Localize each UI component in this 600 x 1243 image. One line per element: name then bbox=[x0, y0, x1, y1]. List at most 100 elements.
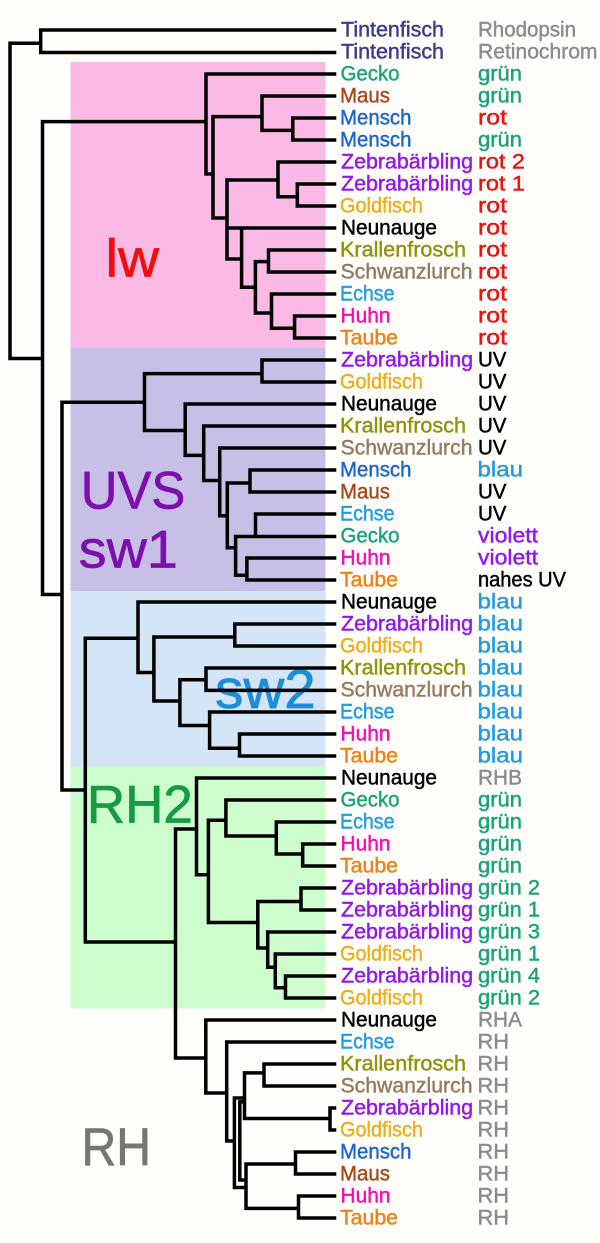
svg-text:sw1: sw1 bbox=[79, 521, 178, 580]
svg-text:Tintenfisch: Tintenfisch bbox=[341, 18, 444, 42]
svg-text:lw: lw bbox=[106, 230, 160, 289]
svg-text:Gecko: Gecko bbox=[341, 788, 400, 812]
svg-text:Neunauge: Neunauge bbox=[341, 590, 437, 614]
svg-text:blau: blau bbox=[478, 590, 524, 614]
svg-text:Krallenfrosch: Krallenfrosch bbox=[340, 1052, 466, 1076]
svg-text:RH: RH bbox=[478, 1096, 510, 1120]
svg-text:Goldfisch: Goldfisch bbox=[340, 194, 423, 218]
svg-text:RH: RH bbox=[82, 1118, 152, 1177]
svg-text:UV: UV bbox=[478, 370, 507, 394]
svg-text:rot: rot bbox=[478, 260, 507, 284]
svg-text:Taube: Taube bbox=[340, 744, 398, 768]
svg-text:Gecko: Gecko bbox=[341, 62, 400, 86]
svg-text:UV: UV bbox=[478, 392, 507, 416]
svg-text:UV: UV bbox=[478, 502, 507, 526]
svg-text:Huhn: Huhn bbox=[341, 722, 391, 746]
svg-text:grün 2: grün 2 bbox=[478, 876, 540, 900]
svg-text:rot: rot bbox=[478, 238, 507, 262]
svg-text:Echse: Echse bbox=[340, 282, 395, 306]
svg-text:grün: grün bbox=[478, 128, 522, 152]
svg-text:RHB: RHB bbox=[478, 766, 522, 790]
svg-text:Huhn: Huhn bbox=[341, 546, 391, 570]
svg-text:grün: grün bbox=[478, 854, 522, 878]
svg-text:blau: blau bbox=[478, 458, 524, 482]
svg-text:Krallenfrosch: Krallenfrosch bbox=[340, 238, 466, 262]
svg-text:Zebrabärbling: Zebrabärbling bbox=[341, 612, 473, 636]
svg-text:Zebrabärbling: Zebrabärbling bbox=[341, 920, 473, 944]
svg-text:Schwanzlurch: Schwanzlurch bbox=[341, 260, 473, 284]
svg-text:Taube: Taube bbox=[340, 568, 398, 592]
svg-text:UV: UV bbox=[478, 348, 507, 372]
svg-text:Mensch: Mensch bbox=[340, 1140, 412, 1164]
svg-text:Goldfisch: Goldfisch bbox=[340, 942, 423, 966]
svg-text:Neunauge: Neunauge bbox=[341, 216, 437, 240]
svg-text:Zebrabärbling: Zebrabärbling bbox=[341, 150, 473, 174]
svg-text:Zebrabärbling: Zebrabärbling bbox=[341, 898, 473, 922]
svg-text:rot 1: rot 1 bbox=[478, 172, 525, 196]
svg-text:blau: blau bbox=[478, 700, 524, 724]
svg-text:blau: blau bbox=[478, 656, 524, 680]
svg-text:Krallenfrosch: Krallenfrosch bbox=[340, 656, 466, 680]
svg-text:UVS: UVS bbox=[81, 462, 186, 521]
svg-text:RH: RH bbox=[478, 1184, 510, 1208]
svg-text:Taube: Taube bbox=[340, 326, 398, 350]
svg-text:Huhn: Huhn bbox=[341, 304, 391, 328]
svg-text:rot: rot bbox=[478, 282, 507, 306]
svg-text:Mensch: Mensch bbox=[340, 458, 412, 482]
svg-text:blau: blau bbox=[478, 744, 524, 768]
svg-text:blau: blau bbox=[478, 678, 524, 702]
svg-text:RH2: RH2 bbox=[87, 776, 193, 835]
svg-text:Taube: Taube bbox=[340, 854, 398, 878]
svg-text:Tintenfisch: Tintenfisch bbox=[341, 40, 444, 64]
svg-text:grün 1: grün 1 bbox=[478, 898, 540, 922]
svg-text:rot 2: rot 2 bbox=[478, 150, 525, 174]
svg-text:grün: grün bbox=[478, 832, 522, 856]
svg-text:Mensch: Mensch bbox=[340, 128, 412, 152]
svg-text:Zebrabärbling: Zebrabärbling bbox=[341, 964, 473, 988]
svg-text:Maus: Maus bbox=[340, 1162, 390, 1186]
svg-text:Krallenfrosch: Krallenfrosch bbox=[340, 414, 466, 438]
svg-text:grün 1: grün 1 bbox=[478, 942, 540, 966]
svg-text:rot: rot bbox=[478, 216, 507, 240]
svg-text:grün: grün bbox=[478, 810, 522, 834]
svg-text:rot: rot bbox=[478, 326, 507, 350]
svg-text:blau: blau bbox=[478, 722, 524, 746]
svg-text:Maus: Maus bbox=[340, 84, 390, 108]
svg-text:grün 4: grün 4 bbox=[478, 964, 540, 988]
svg-text:Goldfisch: Goldfisch bbox=[340, 370, 423, 394]
svg-text:rot: rot bbox=[478, 304, 507, 328]
svg-text:Schwanzlurch: Schwanzlurch bbox=[341, 678, 473, 702]
svg-text:UV: UV bbox=[478, 436, 507, 460]
svg-text:rot: rot bbox=[478, 106, 507, 130]
svg-text:Neunauge: Neunauge bbox=[341, 392, 437, 416]
svg-text:Rhodopsin: Rhodopsin bbox=[478, 18, 576, 42]
svg-text:Huhn: Huhn bbox=[341, 832, 391, 856]
svg-text:Schwanzlurch: Schwanzlurch bbox=[341, 436, 473, 460]
svg-text:RH: RH bbox=[478, 1074, 510, 1098]
svg-text:Goldfisch: Goldfisch bbox=[340, 634, 423, 658]
svg-text:Echse: Echse bbox=[340, 810, 395, 834]
svg-text:RH: RH bbox=[478, 1206, 510, 1230]
svg-text:Maus: Maus bbox=[340, 480, 390, 504]
svg-text:UV: UV bbox=[478, 414, 507, 438]
svg-text:Schwanzlurch: Schwanzlurch bbox=[341, 1074, 473, 1098]
svg-text:blau: blau bbox=[478, 634, 524, 658]
svg-text:Mensch: Mensch bbox=[340, 106, 412, 130]
svg-text:Echse: Echse bbox=[340, 1030, 395, 1054]
svg-text:Huhn: Huhn bbox=[341, 1184, 391, 1208]
svg-text:grün: grün bbox=[478, 788, 522, 812]
svg-text:RH: RH bbox=[478, 1030, 510, 1054]
svg-text:Zebrabärbling: Zebrabärbling bbox=[341, 1096, 473, 1120]
svg-text:RHA: RHA bbox=[478, 1008, 523, 1032]
svg-text:RH: RH bbox=[478, 1162, 510, 1186]
svg-text:UV: UV bbox=[478, 480, 507, 504]
svg-text:Zebrabärbling: Zebrabärbling bbox=[341, 172, 473, 196]
svg-text:nahes UV: nahes UV bbox=[478, 568, 567, 592]
svg-text:Zebrabärbling: Zebrabärbling bbox=[341, 876, 473, 900]
svg-text:Goldfisch: Goldfisch bbox=[340, 986, 423, 1010]
svg-text:Goldfisch: Goldfisch bbox=[340, 1118, 423, 1142]
svg-text:RH: RH bbox=[478, 1118, 510, 1142]
svg-text:RH: RH bbox=[478, 1140, 510, 1164]
svg-text:Retinochrom: Retinochrom bbox=[478, 40, 598, 64]
svg-text:Neunauge: Neunauge bbox=[341, 766, 437, 790]
